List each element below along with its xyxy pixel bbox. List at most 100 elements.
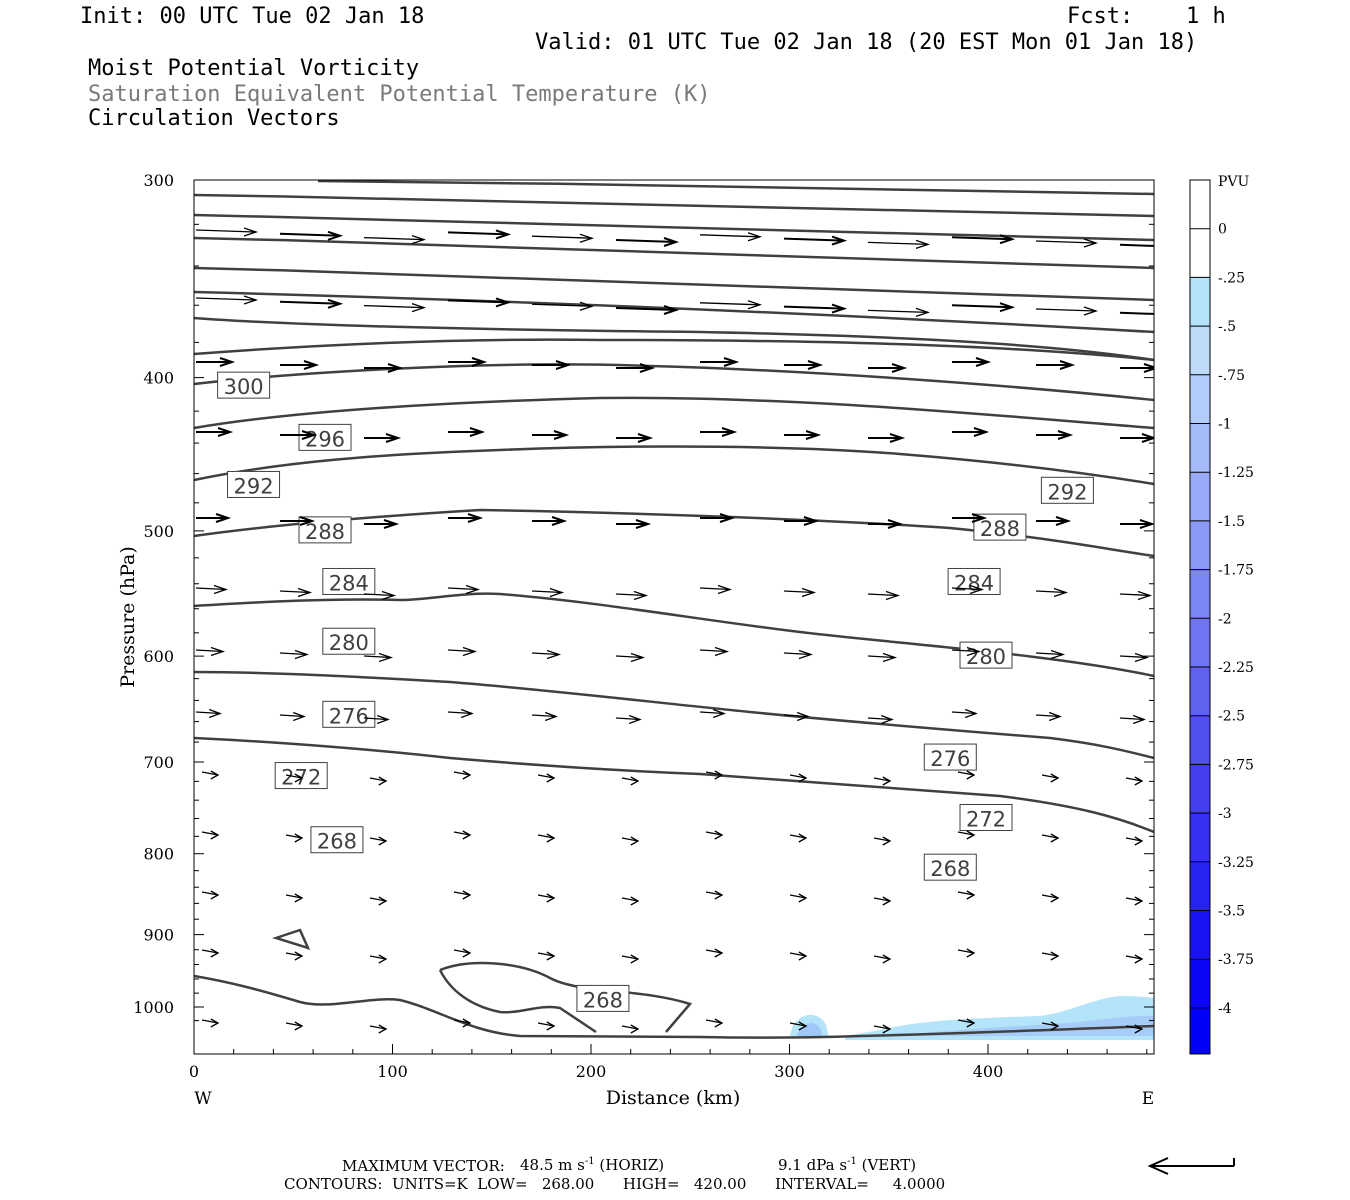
circulation-vector xyxy=(285,833,304,843)
vector-shaft xyxy=(621,837,639,842)
vector-head xyxy=(635,519,652,529)
colorbar-title: PVU xyxy=(1218,174,1250,190)
x-tick-label: 200 xyxy=(576,1062,607,1081)
colorbar-swatch xyxy=(1190,569,1210,619)
vector-head xyxy=(297,587,313,598)
circulation-vector xyxy=(1120,363,1154,373)
vector-head xyxy=(628,714,642,725)
circulation-vector xyxy=(196,427,234,437)
circulation-vector xyxy=(285,1021,304,1031)
vector-head xyxy=(966,890,976,900)
contour-label-box xyxy=(322,567,376,595)
y-axis-title: Pressure (hPa) xyxy=(117,546,139,688)
vector-shaft xyxy=(285,834,303,839)
circulation-vector xyxy=(1125,954,1144,964)
vector-shaft xyxy=(369,955,387,960)
circulation-vector xyxy=(201,830,220,840)
vector-head xyxy=(798,773,808,783)
vector-head xyxy=(471,357,488,367)
vector-head xyxy=(966,646,982,657)
vector-shaft xyxy=(867,241,929,246)
vector-head xyxy=(969,584,985,595)
contour-label: 272 xyxy=(959,803,1013,831)
vector-shaft xyxy=(867,309,929,314)
vector-head xyxy=(294,1021,304,1031)
vector-head xyxy=(1053,587,1069,598)
circulation-vector xyxy=(195,295,259,305)
x-axis-title: Distance (km) xyxy=(606,1087,741,1109)
contour-label-text: 300 xyxy=(224,375,264,399)
vector-head xyxy=(1132,714,1146,725)
circulation-vector xyxy=(957,948,976,958)
vector-head xyxy=(217,427,234,437)
vector-head xyxy=(383,519,400,529)
circulation-vector xyxy=(1036,430,1074,440)
circulation-vector xyxy=(615,714,642,725)
circulation-vector xyxy=(789,833,808,843)
vector-head xyxy=(546,951,556,961)
vector-head xyxy=(544,711,558,722)
vector-head xyxy=(915,307,931,318)
vector-head xyxy=(630,1024,640,1034)
circulation-vector xyxy=(705,890,724,900)
vector-shaft xyxy=(369,1025,387,1030)
vector-head xyxy=(462,948,472,958)
vector-shaft xyxy=(195,229,257,233)
max-vector-label: MAXIMUM VECTOR: xyxy=(342,1157,505,1175)
vector-head xyxy=(546,773,556,783)
vector-shaft xyxy=(783,305,845,310)
circulation-vector xyxy=(369,896,388,906)
colorbar-swatch xyxy=(1190,423,1210,473)
vector-shaft xyxy=(1035,240,1097,244)
circulation-vector xyxy=(621,776,640,786)
circulation-vector xyxy=(364,519,400,529)
vector-head xyxy=(1055,516,1072,526)
circulation-vector xyxy=(867,239,931,250)
vector-shaft xyxy=(285,894,303,899)
circulation-vector xyxy=(1035,711,1062,722)
vector-head xyxy=(1050,773,1060,783)
circulation-vector xyxy=(280,516,316,526)
vector-head xyxy=(717,584,733,595)
vector-shaft xyxy=(537,952,555,957)
circulation-vector xyxy=(363,652,394,663)
circulation-vector xyxy=(279,587,313,598)
vector-head xyxy=(1137,590,1153,601)
vector-shaft xyxy=(285,774,303,779)
circulation-vector xyxy=(195,646,226,657)
vector-head xyxy=(378,954,388,964)
circulation-vector xyxy=(789,893,808,903)
circulation-vector xyxy=(453,770,472,780)
circulation-vector xyxy=(957,830,976,840)
contour-label-text: 280 xyxy=(329,631,369,655)
circulation-vector xyxy=(1036,360,1076,370)
vector-shaft xyxy=(1125,1025,1143,1030)
vector-head xyxy=(551,516,568,526)
colorbar-label: -.5 xyxy=(1218,319,1236,335)
vector-head xyxy=(801,587,817,598)
circulation-vector xyxy=(1041,1021,1060,1031)
circulation-vector xyxy=(537,833,556,843)
circulation-vector xyxy=(201,770,220,780)
circulation-vector xyxy=(532,360,572,370)
circulation-vector xyxy=(1041,833,1060,843)
vector-head xyxy=(639,363,656,373)
vector-head xyxy=(1057,430,1074,440)
field-title-vectors: Circulation Vectors xyxy=(88,106,340,131)
vector-shaft xyxy=(279,232,341,237)
vector-head xyxy=(633,590,649,601)
vector-shaft xyxy=(621,955,639,960)
vector-head xyxy=(964,708,978,719)
vector-head xyxy=(210,830,220,840)
vector-shaft xyxy=(789,834,807,839)
vector-shaft xyxy=(201,891,219,896)
circulation-vector xyxy=(784,430,822,440)
contour-label-box xyxy=(322,700,376,728)
vector-shaft xyxy=(957,1019,975,1024)
contour-label-text: 268 xyxy=(930,857,970,881)
circulation-vector xyxy=(279,230,344,241)
circulation-vector xyxy=(621,896,640,906)
circulation-vector xyxy=(369,776,388,786)
contour-label-box xyxy=(217,371,271,399)
